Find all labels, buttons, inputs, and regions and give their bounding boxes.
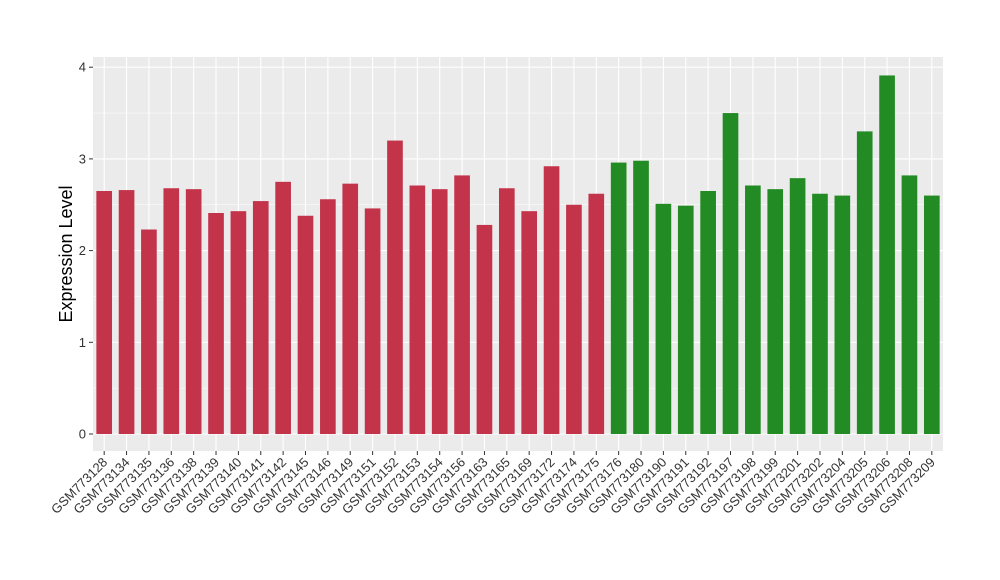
- bar-GSM773149: [342, 183, 359, 434]
- bar-GSM773180: [633, 160, 649, 434]
- bar-GSM773205: [856, 131, 873, 434]
- y-axis-title: Expression Level: [56, 185, 76, 322]
- x-axis: GSM773128GSM773134GSM773135GSM773136GSM7…: [48, 451, 938, 517]
- bar-GSM773152: [387, 140, 403, 434]
- bar-GSM773199: [767, 189, 784, 434]
- bar-GSM773142: [275, 181, 291, 434]
- bar-GSM773202: [812, 193, 828, 434]
- bar-GSM773198: [745, 185, 761, 434]
- bar-GSM773206: [879, 75, 895, 434]
- bars: [96, 75, 940, 435]
- y-tick-label: 2: [79, 243, 86, 258]
- y-tick-label: 3: [79, 151, 86, 166]
- bar-GSM773169: [521, 211, 538, 434]
- bar-GSM773141: [252, 201, 269, 434]
- bar-GSM773209: [923, 195, 940, 434]
- y-tick-label: 4: [79, 60, 86, 75]
- bar-GSM773197: [722, 113, 739, 435]
- bar-GSM773208: [901, 175, 918, 434]
- bar-GSM773134: [118, 190, 135, 434]
- y-tick-label: 1: [79, 335, 86, 350]
- bar-GSM773154: [431, 189, 448, 434]
- bar-GSM773153: [409, 185, 426, 434]
- bar-GSM773138: [185, 189, 202, 434]
- bar-GSM773165: [498, 188, 515, 434]
- bar-GSM773139: [208, 213, 224, 434]
- bar-GSM773191: [677, 205, 694, 434]
- bar-GSM773135: [141, 229, 157, 434]
- bar-GSM773156: [454, 175, 470, 434]
- bar-GSM773145: [297, 215, 314, 434]
- bar-GSM773204: [834, 195, 851, 434]
- bar-GSM773172: [543, 166, 560, 434]
- bar-GSM773201: [789, 178, 806, 434]
- bar-GSM773175: [588, 193, 605, 434]
- y-axis: 0 1 2 3 4: [79, 60, 93, 442]
- bar-GSM773192: [700, 190, 716, 434]
- bar-GSM773176: [610, 162, 627, 434]
- bar-GSM773163: [476, 224, 493, 434]
- bar-GSM773146: [320, 199, 336, 434]
- bar-GSM773151: [364, 208, 381, 434]
- bar-GSM773140: [230, 211, 247, 434]
- bar-GSM773128: [96, 190, 113, 434]
- bar-GSM773190: [655, 203, 672, 434]
- y-tick-label: 0: [79, 427, 86, 442]
- bar-GSM773136: [163, 188, 180, 434]
- bar-GSM773174: [566, 204, 582, 434]
